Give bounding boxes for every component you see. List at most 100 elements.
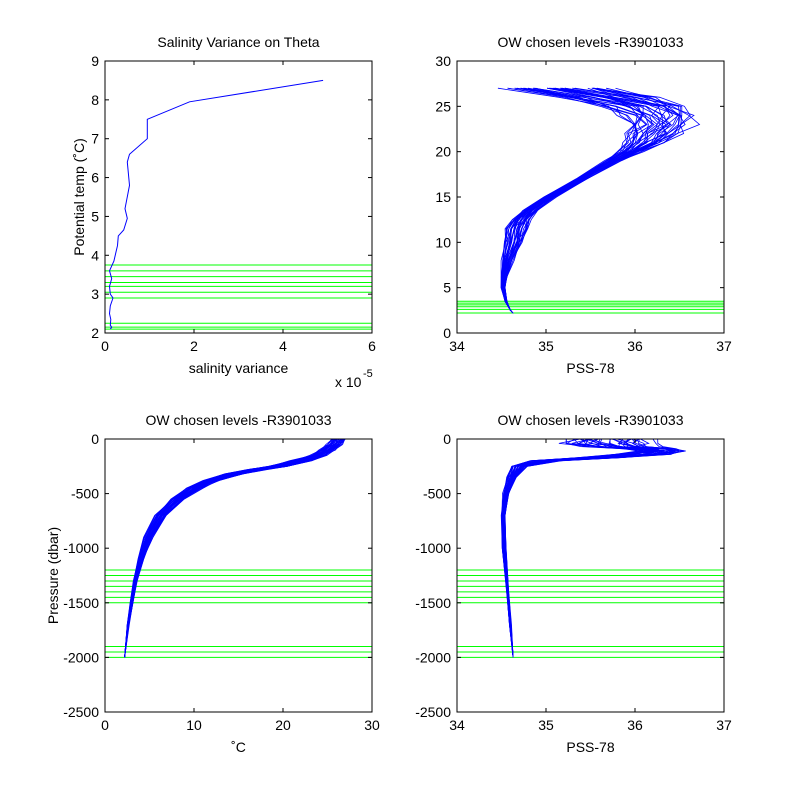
profile-line bbox=[124, 439, 333, 658]
profile-line bbox=[124, 439, 337, 658]
profile-line bbox=[504, 87, 701, 314]
profile-line bbox=[124, 439, 334, 658]
y-tick-label: 0 bbox=[91, 431, 99, 447]
profile-line bbox=[124, 439, 346, 658]
y-tick-label: -2000 bbox=[415, 649, 451, 665]
profile-line bbox=[504, 439, 675, 658]
profile-line bbox=[500, 439, 643, 658]
x-tick-label: 30 bbox=[364, 717, 380, 733]
y-tick-label: 8 bbox=[91, 92, 99, 108]
profile-line bbox=[502, 439, 660, 658]
y-tick-label: -1000 bbox=[63, 540, 99, 556]
profile-line bbox=[124, 439, 343, 658]
profile-line bbox=[503, 87, 672, 314]
profile-line bbox=[504, 439, 677, 658]
profile-line bbox=[500, 87, 638, 314]
profile-line bbox=[501, 439, 655, 658]
profile-line bbox=[503, 87, 671, 314]
x-tick-label: 2 bbox=[190, 338, 198, 354]
profile-line bbox=[504, 439, 684, 658]
profile-line bbox=[124, 439, 343, 658]
profile-line bbox=[124, 439, 337, 658]
profile-line bbox=[124, 439, 333, 658]
x-tick-label: 4 bbox=[279, 338, 287, 354]
y-tick-label: 20 bbox=[435, 144, 451, 160]
x-multiplier-exponent: -5 bbox=[363, 368, 373, 380]
profile-line bbox=[501, 439, 653, 658]
profile-line bbox=[502, 439, 653, 658]
y-tick-label: 7 bbox=[91, 131, 99, 147]
x-tick-label: 10 bbox=[186, 717, 202, 733]
profile-line bbox=[504, 439, 674, 658]
profile-line bbox=[501, 87, 647, 314]
profile-line bbox=[124, 439, 338, 658]
x-tick-label: 37 bbox=[716, 338, 732, 354]
profile-line bbox=[124, 439, 339, 658]
profile-line bbox=[501, 87, 643, 314]
profile-line bbox=[504, 87, 686, 314]
profile-line bbox=[501, 439, 653, 658]
profile-line bbox=[124, 439, 335, 658]
profile-line bbox=[124, 439, 332, 658]
profile-line bbox=[503, 87, 682, 314]
profile-line bbox=[501, 87, 644, 314]
profile-line bbox=[124, 439, 336, 658]
profile-line bbox=[504, 87, 683, 314]
profile-line bbox=[503, 439, 660, 658]
profile-line bbox=[124, 439, 342, 658]
y-tick-label: -2000 bbox=[63, 649, 99, 665]
y-tick-label: 30 bbox=[435, 53, 451, 69]
y-tick-label: 0 bbox=[443, 431, 451, 447]
profile-line bbox=[124, 439, 340, 658]
profile-line bbox=[502, 439, 657, 658]
x-axis-label: salinity variance bbox=[189, 360, 289, 376]
profile-line bbox=[124, 439, 342, 658]
x-tick-label: 36 bbox=[627, 338, 643, 354]
profile-line bbox=[501, 439, 649, 658]
profile-line bbox=[501, 439, 643, 658]
plot-area bbox=[105, 439, 372, 658]
profile-line bbox=[124, 439, 341, 658]
profile-line bbox=[501, 87, 638, 314]
profile-line bbox=[501, 87, 636, 314]
profile-line bbox=[503, 439, 676, 658]
profile-line bbox=[124, 439, 340, 658]
y-tick-label: 4 bbox=[91, 247, 99, 263]
x-axis-label: ˚C bbox=[231, 739, 246, 755]
profile-line bbox=[503, 87, 667, 314]
profile-line bbox=[502, 439, 655, 658]
plot-area bbox=[457, 439, 724, 658]
profile-line bbox=[124, 439, 341, 658]
y-axis-label: Pressure (dbar) bbox=[45, 527, 61, 624]
profile-line bbox=[503, 87, 680, 314]
profile-line bbox=[503, 439, 665, 658]
y-tick-label: 5 bbox=[91, 208, 99, 224]
y-tick-label: -1500 bbox=[63, 595, 99, 611]
panel-ow-levels-pressure-temperature: 0 10 20 30 -2500 -2000 -1500 -1000 -500 0 OW chose… bbox=[45, 412, 380, 755]
y-tick-label: 6 bbox=[91, 170, 99, 186]
x-tick-label: 35 bbox=[538, 338, 554, 354]
panel-ow-levels-theta-salinity: 34 35 36 37 0 5 10 15 20 25 30 OW chosen levels -R3… bbox=[435, 34, 732, 376]
profile-line bbox=[497, 87, 636, 314]
x-tick-label: 36 bbox=[627, 717, 643, 733]
y-tick-label: -2500 bbox=[63, 704, 99, 720]
chart-title: OW chosen levels -R3901033 bbox=[146, 412, 332, 428]
x-multiplier-base: x 10 bbox=[335, 374, 362, 390]
y-tick-label: 5 bbox=[443, 280, 451, 296]
profile-line bbox=[504, 439, 686, 658]
y-tick-label: -1500 bbox=[415, 595, 451, 611]
profile-line bbox=[503, 87, 663, 314]
profile-line bbox=[502, 87, 648, 314]
y-tick-label: 9 bbox=[91, 53, 99, 69]
x-tick-label: 34 bbox=[449, 338, 465, 354]
x-tick-label: 0 bbox=[101, 717, 109, 733]
y-tick-label: 10 bbox=[435, 234, 451, 250]
profile-line bbox=[504, 439, 675, 658]
plot-area bbox=[105, 79, 372, 330]
profile-line bbox=[502, 439, 659, 658]
y-tick-label: 3 bbox=[91, 286, 99, 302]
profile-line bbox=[502, 439, 663, 658]
profile-line bbox=[504, 439, 673, 658]
x-tick-label: 35 bbox=[538, 717, 554, 733]
y-tick-label: -1000 bbox=[415, 540, 451, 556]
